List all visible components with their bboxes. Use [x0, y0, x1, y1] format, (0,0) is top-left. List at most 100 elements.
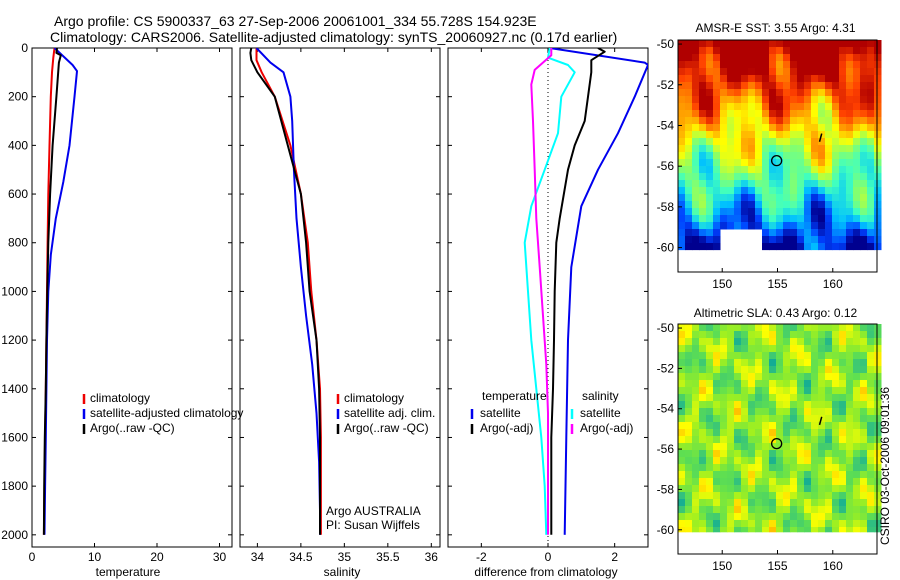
heatmap-cell — [832, 166, 840, 174]
heatmap-cell — [853, 166, 861, 174]
heatmap-cell — [853, 436, 861, 444]
heatmap-cell — [783, 201, 791, 209]
heatmap-cell — [818, 387, 826, 395]
heatmap-cell — [867, 208, 875, 216]
y-tick-label: 600 — [8, 187, 28, 201]
heatmap-cell — [839, 145, 847, 153]
heatmap-cell — [867, 117, 875, 125]
heatmap-cell — [839, 180, 847, 188]
heatmap-cell — [825, 194, 833, 202]
heatmap-cell — [734, 68, 742, 76]
heatmap-cell — [825, 513, 833, 521]
heatmap-cell — [776, 159, 784, 167]
heatmap-cell — [706, 40, 714, 48]
heatmap-cell — [713, 443, 721, 451]
heatmap-cell — [734, 166, 742, 174]
x-tick-label: 20 — [150, 550, 164, 564]
heatmap-cell — [762, 471, 770, 479]
heatmap-cell — [741, 110, 749, 118]
heatmap-cell — [692, 173, 700, 181]
heatmap-cell — [804, 61, 812, 69]
heatmap-cell — [839, 401, 847, 409]
heatmap-cell — [797, 229, 805, 237]
float-position-marker — [770, 437, 783, 450]
heatmap-cell — [860, 422, 868, 430]
heatmap-cell — [713, 506, 721, 514]
heatmap-cell — [776, 89, 784, 97]
heatmap-cell — [762, 380, 770, 388]
heatmap-cell — [755, 54, 763, 62]
heatmap-cell — [853, 457, 861, 465]
heatmap-cell — [853, 138, 861, 146]
heatmap-cell — [783, 236, 791, 244]
heatmap-cell — [706, 331, 714, 339]
heatmap-cell — [790, 345, 798, 353]
heatmap-cell — [678, 352, 686, 360]
heatmap-cell — [811, 520, 819, 528]
heatmap-cell — [860, 506, 868, 514]
heatmap-cell — [874, 450, 882, 458]
heatmap-cell — [727, 345, 735, 353]
heatmap-cell — [769, 215, 777, 223]
heatmap-cell — [811, 194, 819, 202]
heatmap-cell — [867, 520, 875, 528]
heatmap-cell — [678, 152, 686, 160]
heatmap-cell — [874, 429, 882, 437]
heatmap-cell — [734, 387, 742, 395]
heatmap-cell — [832, 436, 840, 444]
heatmap-cell — [741, 345, 749, 353]
heatmap-cell — [748, 394, 756, 402]
heatmap-cell — [741, 75, 749, 83]
heatmap-cell — [832, 117, 840, 125]
heatmap-cell — [692, 324, 700, 332]
heatmap-cell — [678, 229, 686, 237]
heatmap-cell — [699, 187, 707, 195]
heatmap-cell — [699, 387, 707, 395]
heatmap-cell — [678, 338, 686, 346]
heatmap-cell — [734, 506, 742, 514]
heatmap-cell — [867, 159, 875, 167]
heatmap-cell — [825, 373, 833, 381]
heatmap-cell — [776, 138, 784, 146]
heatmap-cell — [797, 117, 805, 125]
heatmap-cell — [846, 415, 854, 423]
heatmap-cell — [769, 338, 777, 346]
heatmap-cell — [797, 506, 805, 514]
heatmap-cell — [832, 408, 840, 416]
heatmap-cell — [741, 527, 749, 533]
heatmap-cell — [699, 61, 707, 69]
heatmap-cell — [825, 450, 833, 458]
heatmap-cell — [713, 131, 721, 139]
heatmap-cell — [804, 89, 812, 97]
heatmap-cell — [818, 159, 826, 167]
heatmap-cell — [769, 201, 777, 209]
heatmap-cell — [699, 166, 707, 174]
heatmap-cell — [748, 527, 756, 533]
heatmap-cell — [839, 387, 847, 395]
heatmap-cell — [699, 457, 707, 465]
heatmap-cell — [797, 373, 805, 381]
heatmap-cell — [734, 408, 742, 416]
heatmap-cell — [727, 159, 735, 167]
heatmap-cell — [727, 131, 735, 139]
heatmap-cell — [713, 527, 721, 533]
heatmap-cell — [748, 331, 756, 339]
heatmap-cell — [755, 47, 763, 55]
heatmap-cell — [790, 117, 798, 125]
heatmap-cell — [846, 236, 854, 244]
heatmap-cell — [692, 499, 700, 507]
heatmap-cell — [839, 222, 847, 230]
heatmap-cell — [678, 166, 686, 174]
heatmap-cell — [846, 145, 854, 153]
heatmap-cell — [678, 429, 686, 437]
heatmap-cell — [797, 208, 805, 216]
heatmap-cell — [741, 324, 749, 332]
heatmap-cell — [853, 394, 861, 402]
heatmap-cell — [818, 506, 826, 514]
heatmap-cell — [741, 180, 749, 188]
heatmap-cell — [734, 180, 742, 188]
heatmap-cell — [790, 215, 798, 223]
heatmap-cell — [790, 103, 798, 111]
heatmap-cell — [706, 194, 714, 202]
institution-annotation: PI: Susan Wijffels — [326, 518, 420, 532]
